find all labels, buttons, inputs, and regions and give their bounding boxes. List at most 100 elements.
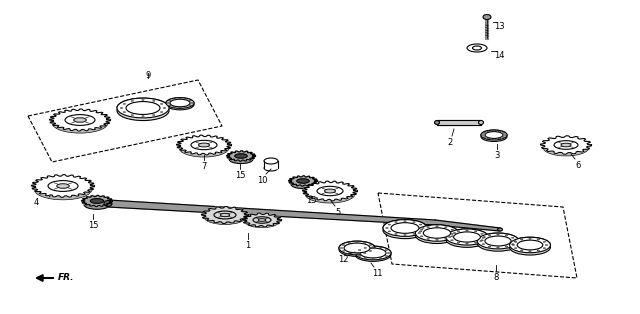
Ellipse shape — [204, 209, 246, 225]
Ellipse shape — [380, 247, 382, 248]
Ellipse shape — [117, 101, 169, 121]
Ellipse shape — [372, 258, 374, 259]
Ellipse shape — [264, 165, 278, 171]
Ellipse shape — [65, 115, 95, 125]
Text: 8: 8 — [493, 273, 499, 282]
Ellipse shape — [520, 250, 523, 251]
Polygon shape — [227, 151, 255, 161]
Ellipse shape — [123, 103, 125, 105]
Polygon shape — [264, 161, 278, 168]
Ellipse shape — [317, 186, 343, 196]
Polygon shape — [117, 98, 169, 111]
Ellipse shape — [505, 235, 508, 236]
Polygon shape — [355, 246, 391, 255]
Ellipse shape — [163, 107, 166, 109]
Ellipse shape — [229, 155, 253, 164]
Ellipse shape — [235, 154, 247, 158]
Ellipse shape — [436, 226, 438, 227]
Ellipse shape — [170, 99, 190, 107]
Polygon shape — [177, 135, 232, 155]
Ellipse shape — [446, 231, 488, 247]
Ellipse shape — [413, 233, 415, 235]
Ellipse shape — [358, 250, 361, 251]
Polygon shape — [202, 207, 248, 224]
Ellipse shape — [497, 228, 502, 231]
Ellipse shape — [356, 252, 359, 253]
Text: 15: 15 — [306, 196, 316, 205]
Ellipse shape — [369, 245, 372, 246]
Text: FR.: FR. — [58, 273, 74, 283]
Ellipse shape — [358, 255, 361, 257]
Ellipse shape — [383, 219, 427, 236]
Polygon shape — [437, 120, 481, 125]
Ellipse shape — [457, 231, 460, 232]
Ellipse shape — [344, 243, 370, 253]
Ellipse shape — [372, 246, 374, 248]
Text: 2: 2 — [447, 138, 452, 147]
Ellipse shape — [245, 215, 279, 228]
Ellipse shape — [391, 223, 419, 233]
Ellipse shape — [499, 131, 500, 132]
Ellipse shape — [364, 242, 366, 243]
Ellipse shape — [161, 103, 163, 105]
Ellipse shape — [487, 138, 490, 139]
Ellipse shape — [529, 238, 531, 239]
Ellipse shape — [189, 100, 191, 101]
Ellipse shape — [161, 111, 163, 113]
Ellipse shape — [185, 106, 188, 107]
Ellipse shape — [198, 143, 209, 147]
Ellipse shape — [453, 232, 456, 234]
Ellipse shape — [543, 248, 546, 249]
Ellipse shape — [474, 242, 477, 243]
Ellipse shape — [152, 115, 155, 116]
Ellipse shape — [141, 99, 144, 100]
Polygon shape — [229, 152, 253, 159]
Ellipse shape — [415, 225, 459, 241]
Ellipse shape — [90, 198, 104, 203]
Ellipse shape — [364, 252, 366, 254]
Ellipse shape — [509, 240, 550, 255]
Ellipse shape — [364, 257, 367, 259]
Ellipse shape — [173, 99, 175, 100]
Ellipse shape — [404, 234, 406, 236]
Polygon shape — [383, 220, 427, 230]
Ellipse shape — [449, 236, 451, 238]
Ellipse shape — [488, 235, 491, 236]
Polygon shape — [289, 176, 317, 186]
Ellipse shape — [509, 237, 550, 253]
Ellipse shape — [481, 233, 483, 234]
Ellipse shape — [167, 102, 169, 104]
Ellipse shape — [481, 130, 507, 140]
Ellipse shape — [420, 229, 423, 230]
Ellipse shape — [504, 134, 506, 136]
Ellipse shape — [436, 239, 438, 240]
Ellipse shape — [537, 239, 540, 240]
Ellipse shape — [427, 238, 429, 239]
Ellipse shape — [173, 106, 175, 107]
Ellipse shape — [179, 98, 181, 99]
Ellipse shape — [493, 138, 495, 140]
Polygon shape — [435, 220, 500, 231]
Ellipse shape — [479, 121, 483, 124]
Polygon shape — [291, 177, 315, 184]
Ellipse shape — [179, 107, 181, 108]
Ellipse shape — [291, 180, 315, 189]
Ellipse shape — [511, 237, 514, 238]
Ellipse shape — [356, 241, 358, 243]
Ellipse shape — [386, 227, 388, 229]
Ellipse shape — [388, 224, 390, 225]
Ellipse shape — [451, 240, 453, 241]
Ellipse shape — [445, 238, 447, 239]
Ellipse shape — [422, 227, 424, 229]
Polygon shape — [339, 241, 375, 250]
Ellipse shape — [517, 240, 543, 250]
Ellipse shape — [481, 240, 483, 241]
Text: 15: 15 — [88, 221, 99, 230]
Ellipse shape — [511, 244, 514, 245]
Text: 6: 6 — [575, 161, 580, 170]
Ellipse shape — [258, 219, 266, 221]
Polygon shape — [303, 181, 358, 201]
Ellipse shape — [485, 132, 503, 138]
Ellipse shape — [387, 252, 390, 253]
Ellipse shape — [419, 231, 422, 232]
